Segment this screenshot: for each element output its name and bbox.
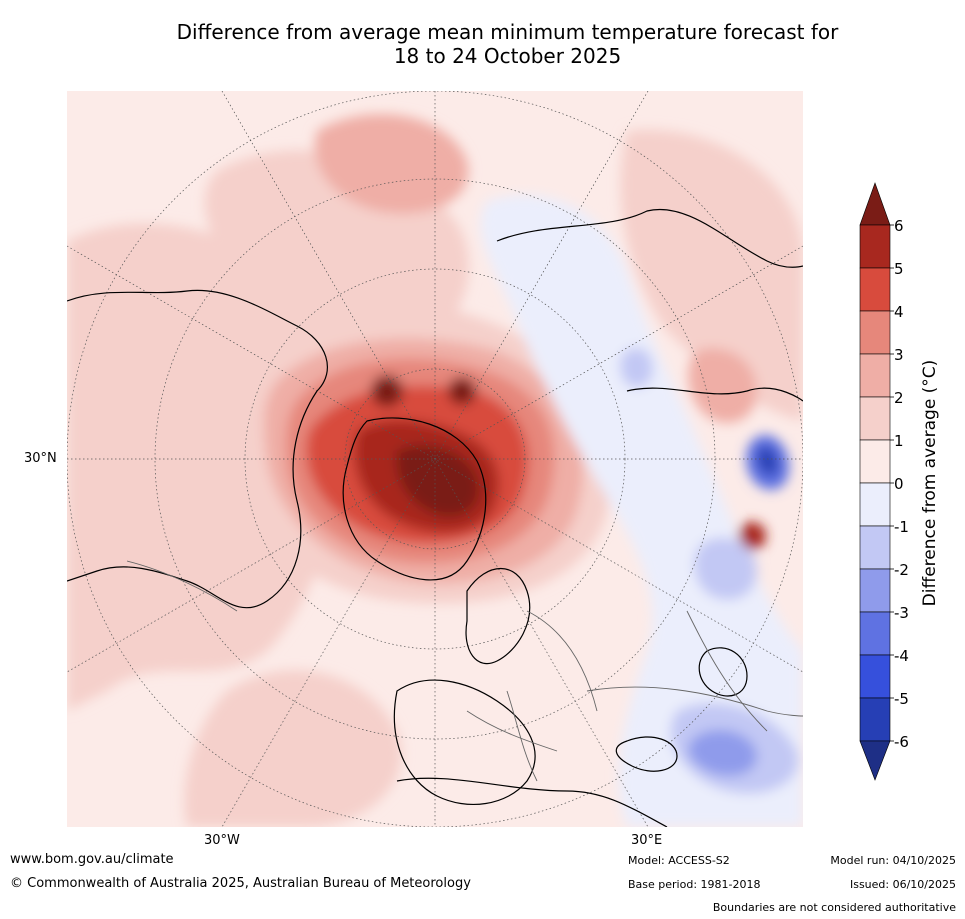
colorbar-tick-label: -1	[894, 518, 909, 536]
colorbar-segment	[859, 439, 891, 484]
coast-mediterranean	[396, 777, 668, 827]
colorbar-segment	[859, 396, 891, 441]
coast-asia-east	[626, 387, 803, 402]
colorbar-segment	[859, 224, 891, 269]
anomaly-cool-1-2-east	[620, 347, 653, 388]
border-europe-1	[466, 710, 558, 752]
colorbar-tick-label: 0	[894, 475, 904, 493]
coast-north-america	[67, 289, 328, 609]
colorbar-segment	[859, 611, 891, 656]
anomaly-6plus-spot-2	[448, 377, 476, 405]
coast-black-sea	[615, 736, 678, 772]
anomaly-6plus-spot-3	[738, 522, 766, 550]
lon-label-30e: 30°E	[631, 833, 663, 848]
country-borders	[126, 560, 803, 782]
border-central-asia	[686, 610, 768, 732]
anomaly-field	[67, 114, 803, 827]
coast-caspian	[698, 647, 748, 697]
model-name: Model: ACCESS-S2	[628, 854, 730, 867]
coast-scandinavia	[465, 567, 531, 665]
issued-date: Issued: 06/10/2025	[849, 878, 956, 891]
colorbar-tick-label: -2	[894, 561, 909, 579]
colorbar-extend-bottom	[859, 740, 891, 781]
model-run-date: Model run: 04/10/2025	[830, 854, 956, 867]
anomaly-2-3-east	[688, 348, 757, 423]
colorbar-segment	[859, 654, 891, 699]
map-title: Difference from average mean minimum tem…	[0, 20, 965, 68]
border-europe-2	[506, 690, 538, 782]
colorbar-tick-label: 4	[894, 303, 904, 321]
colorbar: 6 5 4 3 2 1 0 -1 -2 -3 -4 -5 -6	[859, 182, 909, 781]
border-canada-us	[126, 560, 238, 612]
colorbar-segment	[859, 353, 891, 398]
lon-label-30w: 30°W	[204, 833, 240, 848]
colorbar-segment	[859, 568, 891, 613]
boundaries-note: Boundaries are not considered authoritat…	[712, 901, 956, 914]
border-russia-south	[586, 686, 803, 717]
colorbar-tick-label: 3	[894, 346, 904, 364]
title-line-2: 18 to 24 October 2025	[393, 44, 622, 68]
colorbar-segment	[859, 267, 891, 312]
anomaly-1-2-east	[620, 129, 803, 422]
colorbar-tick-label: -6	[894, 733, 909, 751]
border-russia-west	[526, 610, 598, 712]
colorbar-tick-label: 1	[894, 432, 904, 450]
coastlines	[67, 208, 803, 827]
forecast-map	[67, 91, 803, 827]
coast-eurasia-north	[496, 208, 803, 268]
copyright-text: © Commonwealth of Australia 2025, Austra…	[10, 876, 471, 891]
colorbar-segment	[859, 482, 891, 527]
coast-europe	[393, 679, 536, 806]
anomaly-2-3-atlantic	[315, 114, 469, 214]
anomaly-cool-1-2-central	[694, 537, 757, 600]
anomaly-cool-5-6-siberia	[756, 446, 779, 476]
anomaly-6plus-spot-1	[371, 375, 403, 407]
colorbar-segment	[859, 525, 891, 570]
website-link[interactable]: www.bom.gov.au/climate	[10, 852, 174, 867]
colorbar-tick-label: 6	[894, 217, 904, 235]
meridian-60e	[67, 245, 803, 673]
anomaly-cool-2-3-south	[688, 729, 757, 776]
colorbar-tick-label: 2	[894, 389, 904, 407]
colorbar-tick-label: 5	[894, 260, 904, 278]
anomaly-1-2-south	[184, 670, 402, 827]
graticule	[67, 91, 803, 827]
colorbar-tick-label: -5	[894, 690, 909, 708]
coast-greenland	[342, 417, 487, 581]
colorbar-segment	[859, 310, 891, 355]
colorbar-tick-label: -3	[894, 604, 909, 622]
base-period: Base period: 1981-2018	[628, 878, 761, 891]
colorbar-segment	[859, 697, 891, 742]
colorbar-title: Difference from average (°C)	[920, 359, 940, 607]
parallel-60n	[244, 268, 626, 650]
colorbar-extend-top	[859, 182, 891, 226]
anomaly-6plus-greenland	[396, 445, 480, 517]
anomaly-cool-0-1-east	[480, 194, 803, 827]
colorbar-tick-label: -4	[894, 647, 909, 665]
title-line-1: Difference from average mean minimum tem…	[176, 20, 839, 44]
lat-label-30n: 30°N	[24, 451, 57, 466]
parallel-80n	[344, 368, 526, 550]
